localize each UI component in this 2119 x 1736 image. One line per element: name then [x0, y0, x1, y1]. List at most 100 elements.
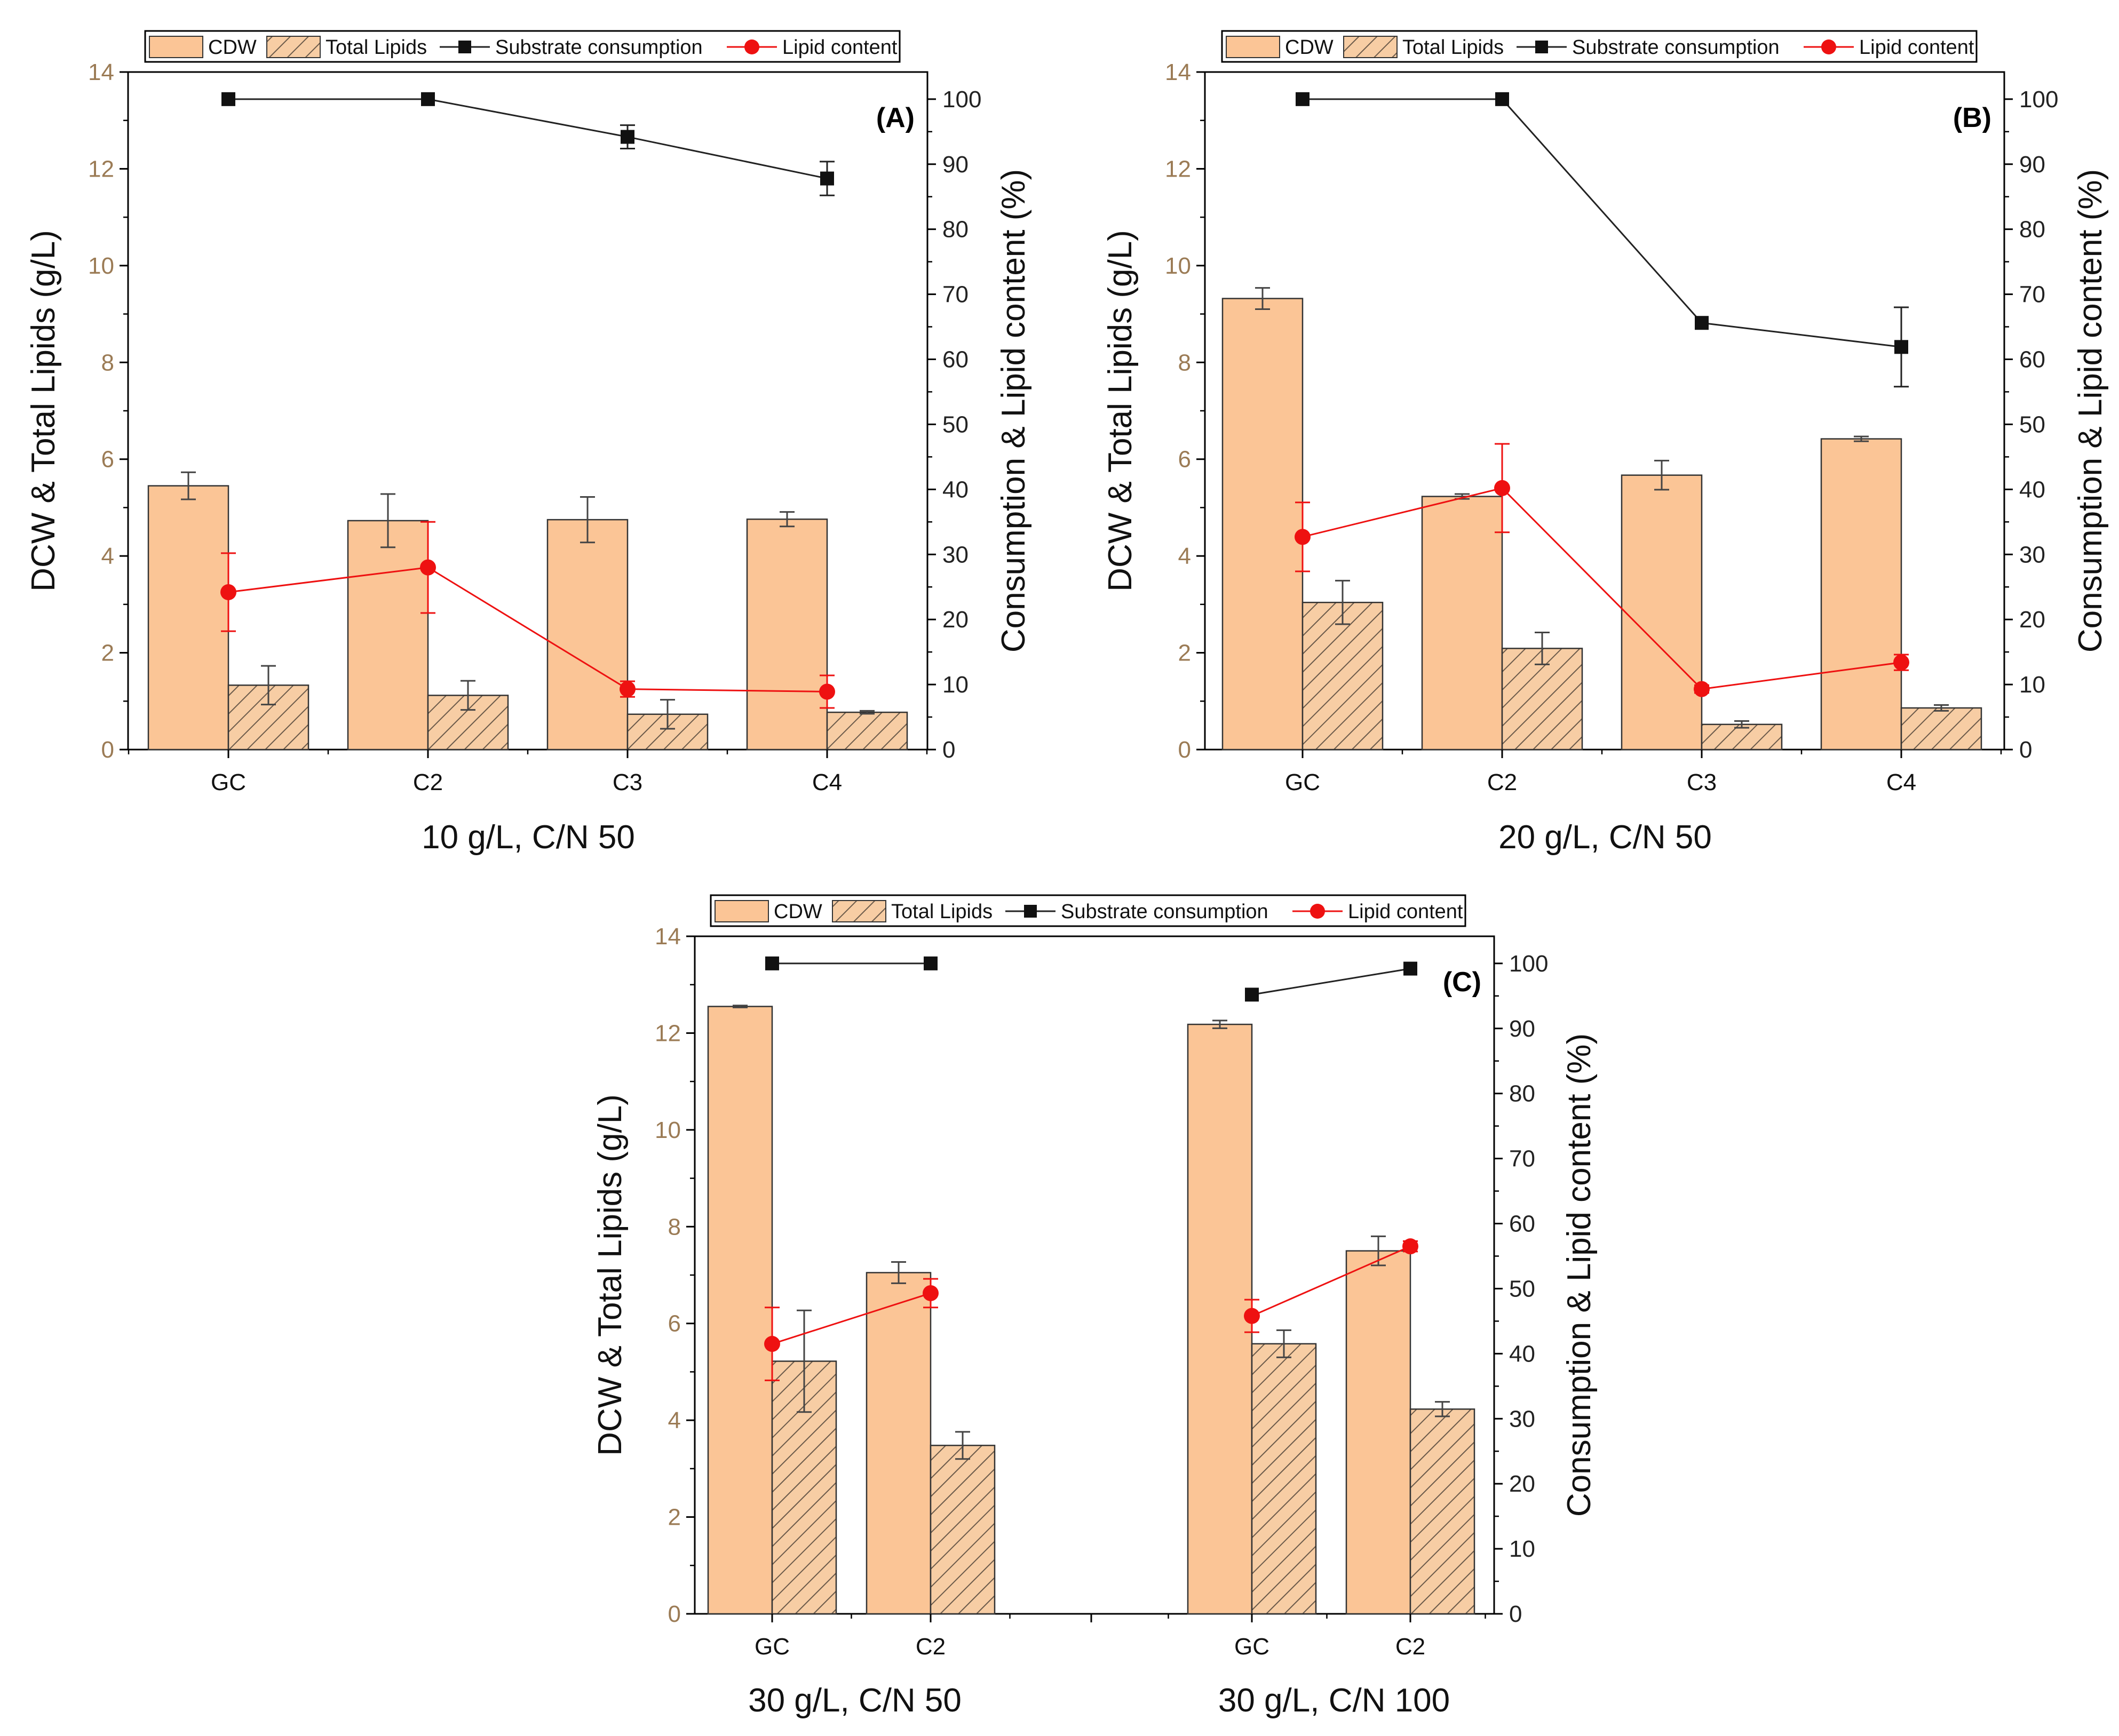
legend-label-cdw: CDW: [774, 901, 822, 923]
substrate-consumption-point-3: [1894, 340, 1908, 354]
substrate-consumption-segment-2: [1701, 322, 1902, 348]
bars-a: [147, 471, 908, 751]
bar-cdw-1: [1421, 496, 1503, 751]
lipid-content-segment-3: [1251, 1245, 1411, 1317]
series-lines-b: [1295, 92, 1909, 697]
legend-label-total-lipids: Total Lipids: [1402, 36, 1504, 59]
lipid-content-point-3: [819, 683, 835, 700]
legend-label-lipid-content: Lipid content: [782, 36, 898, 59]
left-tick-label-3: 6: [1178, 447, 1191, 473]
legend-swatch-cdw: [1226, 36, 1280, 58]
left-tick-label-4: 8: [1178, 349, 1191, 376]
x-tick-label-3: GC: [1234, 1634, 1269, 1660]
x-axis-title-a: 10 g/L, C/N 50: [422, 819, 635, 856]
legend-c: CDW Total Lipids Substrate consumption L…: [710, 894, 1466, 927]
lipid-content-point-1: [923, 1285, 939, 1301]
bars-c: [707, 1005, 1475, 1615]
legend-marker-substrate: [458, 41, 471, 53]
substrate-consumption-point-0: [221, 92, 235, 106]
substrate-consumption-point-0: [1296, 92, 1310, 106]
right-tick-label-0: 0: [1509, 1601, 1522, 1627]
lipid-content-segment-1: [1501, 487, 1703, 690]
right-tick-label-1: 10: [2019, 672, 2045, 698]
right-tick-label-0: 0: [942, 737, 955, 763]
left-tick-label-0: 0: [1178, 737, 1191, 763]
legend-marker-substrate: [1535, 41, 1548, 53]
y-axis-title-c: DCW & Total Lipids (g/L): [592, 1094, 629, 1456]
left-tick-label-7: 14: [1165, 59, 1191, 85]
substrate-consumption-segment-1: [1501, 98, 1703, 324]
left-tick-label-4: 8: [668, 1214, 681, 1240]
substrate-consumption-segment-3: [1251, 968, 1411, 996]
right-tick-label-3: 30: [942, 541, 969, 568]
x-tick-label-1: C2: [413, 769, 443, 795]
substrate-consumption-point-3: [820, 171, 834, 186]
left-tick-label-5: 10: [88, 253, 114, 279]
lipid-content-point-0: [764, 1336, 780, 1352]
lipid-content-segment-2: [1701, 662, 1902, 690]
lipid-content-point-4: [1402, 1238, 1418, 1255]
legend-marker-lipid-content: [744, 39, 759, 54]
right-tick-label-1: 10: [1509, 1536, 1535, 1562]
x-tick-label-0: GC: [755, 1634, 790, 1660]
bar-total-lipids-1: [1501, 648, 1583, 751]
right-tick-label-6: 60: [1509, 1211, 1535, 1237]
legend-label-cdw: CDW: [1285, 36, 1334, 59]
bar-total-lipids-2: [1701, 723, 1783, 751]
left-tick-label-1: 2: [101, 640, 114, 666]
legend-b: CDW Total Lipids Substrate consumption L…: [1221, 30, 1978, 63]
legend-marker-lipid-content: [1310, 904, 1325, 919]
substrate-consumption-point-4: [1403, 961, 1417, 976]
right-tick-label-7: 70: [2019, 282, 2045, 308]
legend-label-substrate: Substrate consumption: [495, 36, 703, 59]
legend-label-cdw: CDW: [208, 36, 257, 59]
bar-cdw-3: [1187, 1023, 1253, 1615]
bar-cdw-0: [1221, 298, 1304, 751]
right-tick-label-4: 40: [2019, 476, 2045, 503]
lipid-content-segment-0: [772, 1292, 931, 1345]
lipid-content-point-0: [1295, 529, 1311, 545]
legend-swatch-cdw: [715, 900, 769, 922]
x-axis-title-b: 20 g/L, C/N 50: [1498, 819, 1712, 856]
substrate-consumption-point-1: [1495, 92, 1509, 106]
bar-cdw-4: [1345, 1250, 1411, 1615]
lipid-content-point-1: [1494, 480, 1510, 496]
x-tick-label-0: GC: [1285, 769, 1320, 795]
bar-total-lipids-3: [1251, 1343, 1317, 1615]
legend-swatch-total-lipids: [832, 900, 886, 922]
left-tick-label-6: 12: [1165, 156, 1191, 182]
legend-label-substrate: Substrate consumption: [1572, 36, 1780, 59]
panel-a: CDW Total Lipids Substrate consumption L…: [25, 30, 1032, 856]
right-tick-label-8: 80: [2019, 217, 2045, 243]
legend-marker-substrate: [1024, 905, 1037, 918]
substrate-consumption-segment-1: [427, 98, 628, 138]
lipid-content-segment-2: [627, 688, 828, 692]
legend-label-total-lipids: Total Lipids: [326, 36, 427, 59]
x-tick-label-2: C3: [613, 769, 642, 795]
bar-cdw-1: [347, 520, 429, 751]
right-tick-label-5: 50: [942, 411, 969, 437]
bar-total-lipids-1: [930, 1445, 996, 1615]
lipid-content-point-0: [220, 584, 236, 600]
left-tick-label-4: 8: [101, 349, 114, 376]
lipid-content-point-2: [620, 681, 636, 697]
left-tick-label-2: 4: [101, 543, 114, 569]
left-tick-label-1: 2: [668, 1504, 681, 1531]
lipid-content-point-3: [1244, 1308, 1260, 1324]
left-axis-b: 0 2 4 6 8 10 12 14: [1165, 59, 1205, 763]
x-tick-label-0: GC: [211, 769, 246, 795]
right-tick-label-3: 30: [1509, 1406, 1535, 1432]
legend-swatch-cdw: [149, 36, 203, 58]
bar-total-lipids-4: [1409, 1408, 1475, 1615]
y2-axis-title-a: Consumption & Lipid content (%): [995, 169, 1032, 652]
left-tick-label-7: 14: [655, 923, 681, 950]
right-tick-label-0: 0: [2019, 737, 2032, 763]
x-axis-a: GC C2 C3 C4: [128, 750, 928, 795]
x-tick-label-4: C2: [1395, 1634, 1425, 1660]
x-tick-label-3: C4: [812, 769, 842, 795]
right-tick-label-9: 90: [2019, 152, 2045, 178]
x-tick-label-1: C2: [916, 1634, 946, 1660]
x-tick-label-1: C2: [1487, 769, 1517, 795]
bar-total-lipids-3: [1900, 707, 1982, 751]
right-tick-label-6: 60: [942, 347, 969, 373]
